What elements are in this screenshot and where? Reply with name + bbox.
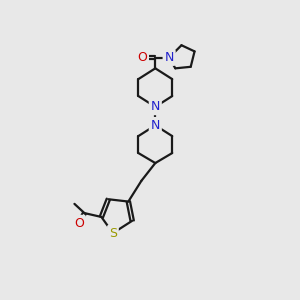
Text: N: N: [151, 119, 160, 132]
Text: O: O: [137, 51, 147, 64]
Text: O: O: [74, 217, 84, 230]
Text: N: N: [164, 51, 174, 64]
Text: N: N: [151, 100, 160, 113]
Text: S: S: [109, 226, 117, 240]
